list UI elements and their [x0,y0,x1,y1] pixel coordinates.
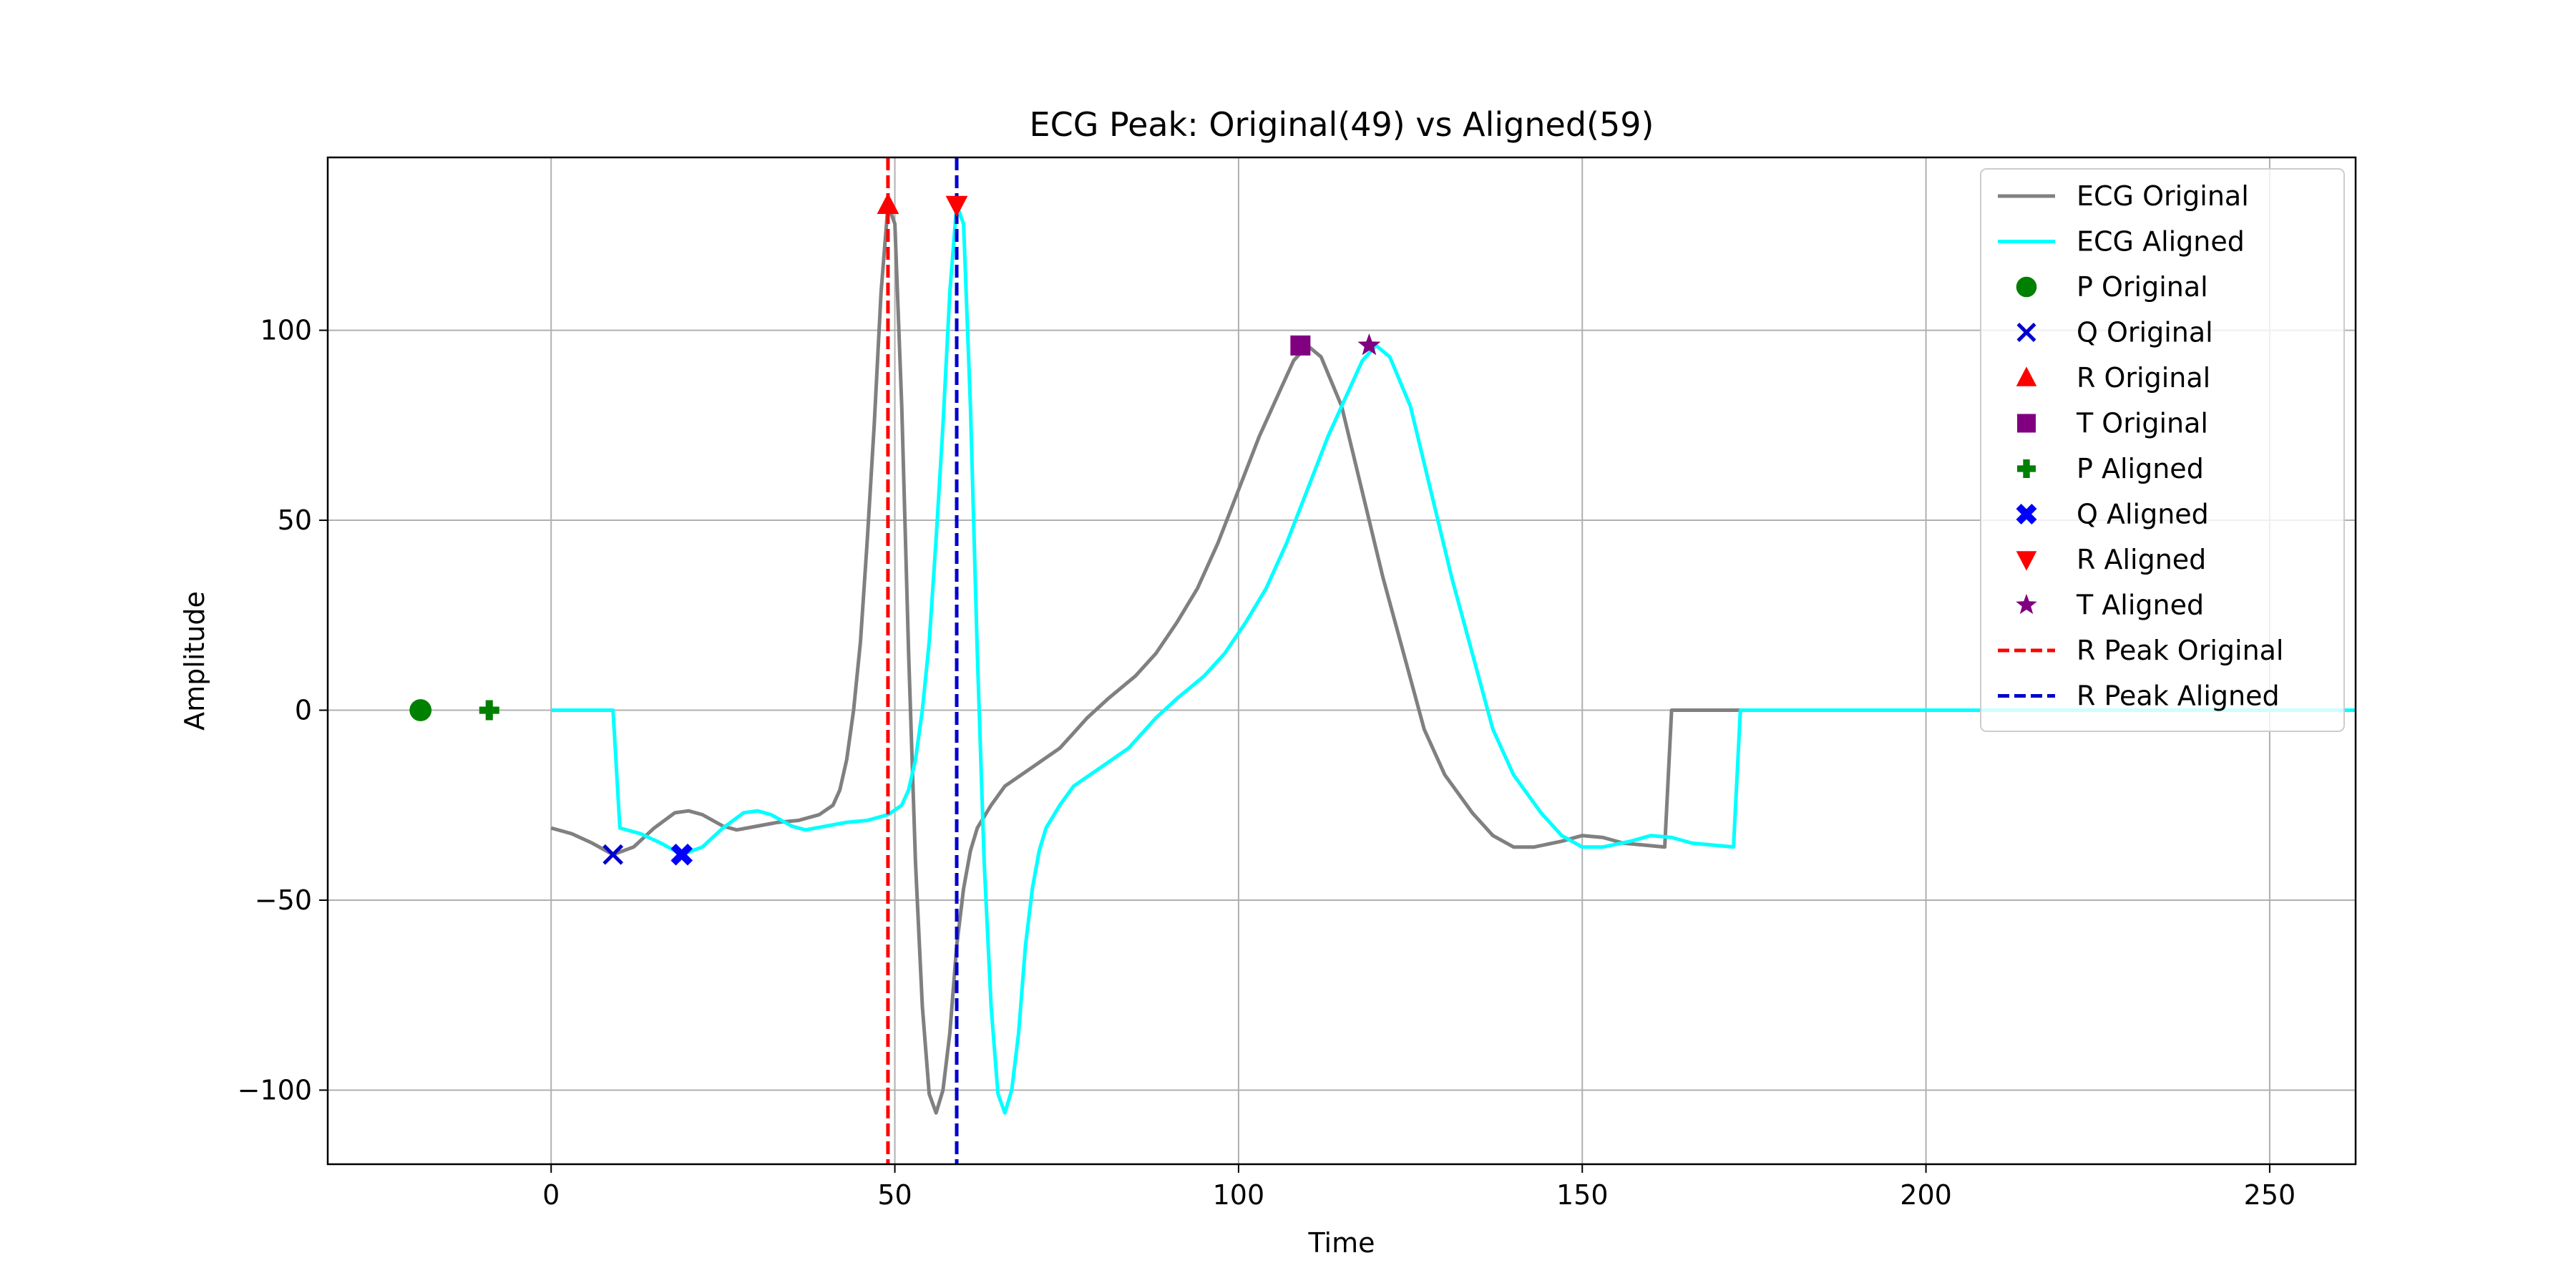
y-tick-label-1: −50 [255,884,312,916]
legend-label-r-peak-original: R Peak Original [2077,635,2284,666]
legend-handle-t-original [2017,414,2036,433]
y-axis-label: Amplitude [179,591,210,731]
marker-t-aligned-0 [1357,333,1381,356]
legend-label-ecg-aligned: ECG Aligned [2077,226,2245,258]
x-tick-label-5: 250 [2244,1179,2296,1211]
x-tick-label-3: 150 [1556,1179,1609,1211]
legend-box [1980,168,2345,732]
marker-r-aligned-0 [945,195,968,218]
legend-handle-q-original [2016,323,2036,342]
legend-label-r-original: R Original [2077,362,2210,394]
legend-label-q-original: Q Original [2077,317,2213,348]
legend-label-ecg-original: ECG Original [2077,180,2249,212]
legend-label-t-aligned: T Aligned [2076,590,2204,621]
marker-p-aligned-0 [479,700,499,721]
marker-r-original-0 [877,192,899,214]
x-tick-label-0: 0 [542,1179,560,1211]
y-tick-label-2: 0 [295,695,312,726]
legend-handle-p-original [2016,276,2037,298]
legend-handle-p-aligned [2017,459,2036,478]
plot-series [409,157,2356,1164]
marker-q-original-0 [602,844,624,865]
legend-handle-t-aligned [2016,593,2037,615]
marker-p-original-0 [409,699,432,721]
x-tick-label-2: 100 [1213,1179,1265,1211]
legend-label-t-original: T Original [2076,408,2208,439]
legend: ECG Original ECG Aligned P Original Q Origi… [1980,168,2345,732]
x-axis-label: Time [1308,1227,1375,1259]
legend-handle-r-original [2016,366,2037,386]
legend-handle-q-aligned [2016,504,2037,525]
legend-label-r-aligned: R Aligned [2077,544,2206,575]
y-tick-label-0: −100 [238,1074,312,1106]
marker-t-original-0 [1290,335,1311,356]
marker-q-aligned-0 [670,843,693,866]
series-ecg-aligned [551,203,2356,1115]
chart-title: ECG Peak: Original(49) vs Aligned(59) [1030,105,1654,144]
legend-label-r-peak-aligned: R Peak Aligned [2077,680,2280,712]
legend-handle-r-aligned [2016,551,2037,571]
y-tick-label-4: 100 [260,315,312,346]
plot-frame [326,156,2357,1166]
legend-label-p-original: P Original [2077,271,2208,303]
legend-label-q-aligned: Q Aligned [2077,499,2209,530]
y-tick-label-3: 50 [278,504,312,536]
legend-label-p-aligned: P Aligned [2077,453,2204,484]
series-ecg-original [550,203,1741,1115]
axis-ticks: 0 50 100 150 200 250 −100 −50 0 50 100 [238,315,2296,1211]
x-tick-label-1: 50 [877,1179,912,1211]
x-tick-label-4: 200 [1900,1179,1952,1211]
